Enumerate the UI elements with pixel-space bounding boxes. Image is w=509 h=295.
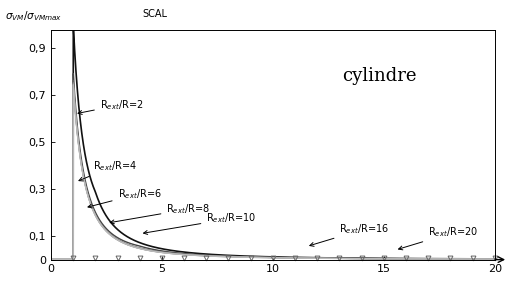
Text: R$_{ext}$/R=20: R$_{ext}$/R=20 [398, 226, 477, 250]
Text: $\sigma_{VM}/\sigma_{VMmax}$: $\sigma_{VM}/\sigma_{VMmax}$ [5, 9, 62, 23]
Text: R$_{ext}$/R=6: R$_{ext}$/R=6 [88, 187, 161, 208]
Text: R$_{ext}$/R=16: R$_{ext}$/R=16 [309, 222, 388, 246]
Text: R$_{ext}$/R=8: R$_{ext}$/R=8 [110, 202, 210, 224]
Text: cylindre: cylindre [342, 66, 416, 85]
Text: SCAL: SCAL [143, 9, 167, 19]
Text: R$_{ext}$/R=10: R$_{ext}$/R=10 [143, 212, 256, 235]
Text: R$_{ext}$/R=4: R$_{ext}$/R=4 [79, 159, 136, 181]
Text: R$_{ext}$/R=2: R$_{ext}$/R=2 [78, 98, 143, 114]
